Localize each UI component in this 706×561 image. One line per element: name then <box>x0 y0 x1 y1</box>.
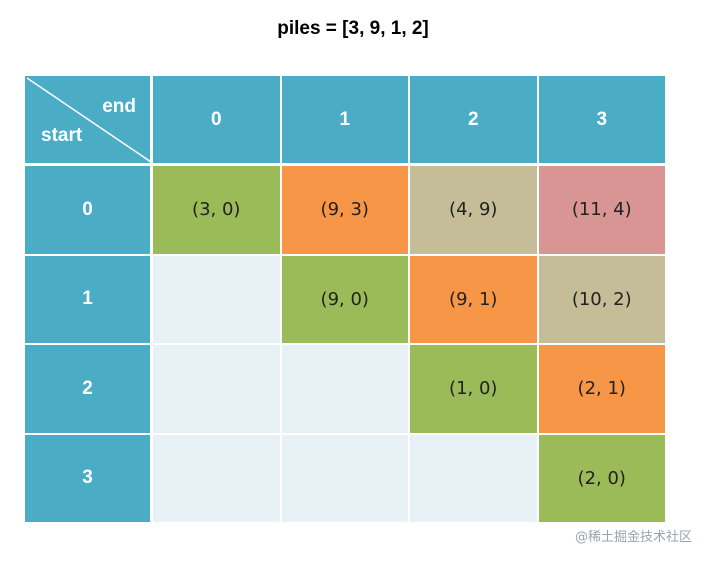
column-header-1: 1 <box>281 76 410 166</box>
corner-header-cell: end start <box>25 76 153 166</box>
dp-cell-3-3: (2, 0) <box>538 434 667 524</box>
dp-cell-0-0: (3, 0) <box>153 166 282 256</box>
dp-cell-0-3: (11, 4) <box>538 166 667 256</box>
dp-cell-0-1: (9, 3) <box>281 166 410 256</box>
row-header-1: 1 <box>25 255 153 345</box>
dp-table: end start 0 1 2 3 0 (3, 0) (9, 3) (4, 9) (11, 4)… <box>25 76 667 524</box>
diagonal-divider <box>26 77 150 163</box>
row-header-3: 3 <box>25 434 153 524</box>
column-header-3: 3 <box>538 76 667 166</box>
start-axis-label: start <box>41 125 83 146</box>
dp-cell-3-1 <box>281 434 410 524</box>
row-header-0: 0 <box>25 166 153 256</box>
dp-cell-1-3: (10, 2) <box>538 255 667 345</box>
dp-cell-1-0 <box>153 255 282 345</box>
dp-cell-0-2: (4, 9) <box>410 166 539 256</box>
page-title: piles = [3, 9, 1, 2] <box>277 18 429 39</box>
dp-cell-2-0 <box>153 345 282 435</box>
dp-cell-2-1 <box>281 345 410 435</box>
row-header-2: 2 <box>25 345 153 435</box>
column-header-2: 2 <box>410 76 539 166</box>
end-axis-label: end <box>102 96 136 117</box>
dp-cell-3-0 <box>153 434 282 524</box>
column-header-0: 0 <box>153 76 282 166</box>
dp-cell-1-1: (9, 0) <box>281 255 410 345</box>
dp-cell-2-2: (1, 0) <box>410 345 539 435</box>
watermark: @稀土掘金技术社区 <box>574 530 692 545</box>
dp-cell-1-2: (9, 1) <box>410 255 539 345</box>
dp-cell-2-3: (2, 1) <box>538 345 667 435</box>
dp-cell-3-2 <box>410 434 539 524</box>
